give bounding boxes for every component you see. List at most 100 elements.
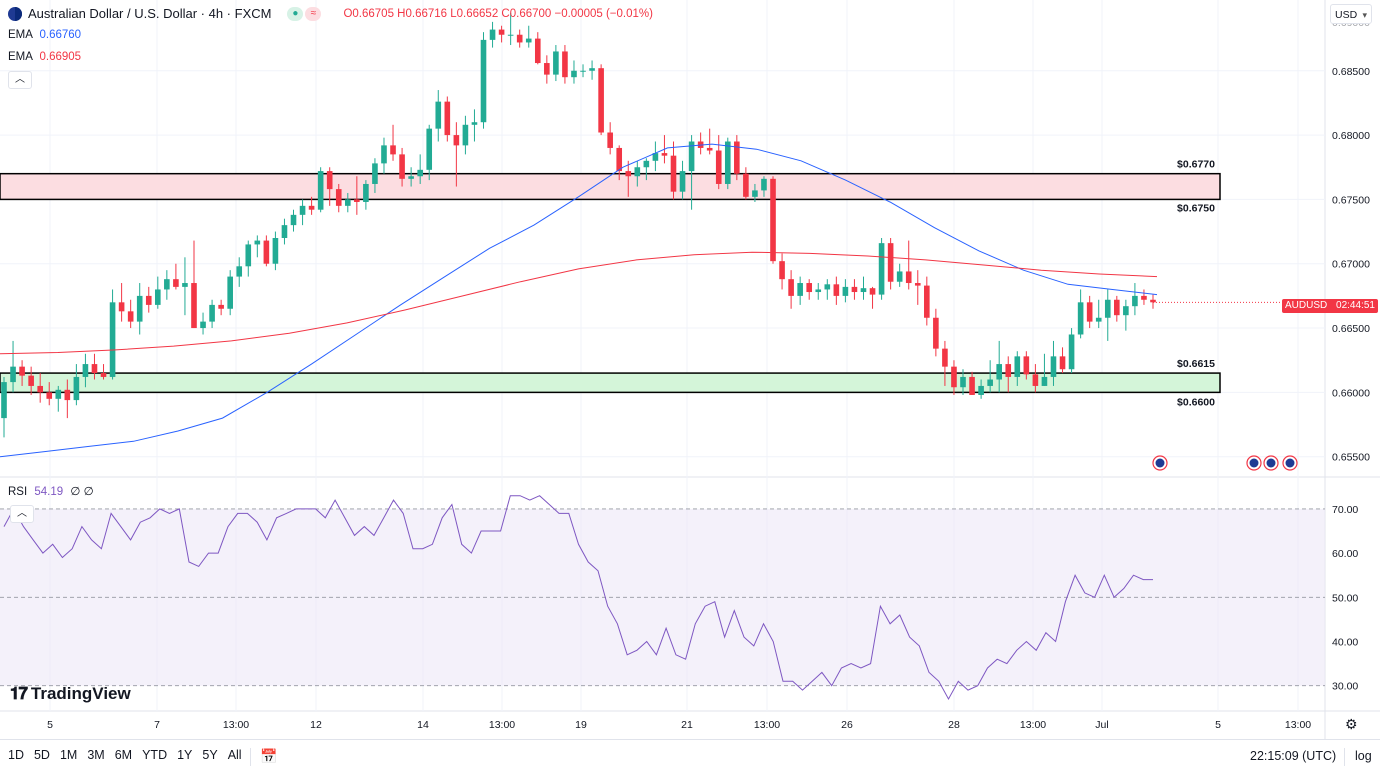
rsi-tick-label: 60.00 — [1332, 548, 1358, 560]
ohlc-readout: O0.66705 H0.66716 L0.66652 C0.66700 −0.0… — [343, 8, 653, 20]
candle-body — [390, 145, 396, 155]
range-1m[interactable]: 1M — [59, 748, 78, 762]
candle-body — [706, 147, 713, 151]
time-tick-label: 12 — [310, 719, 322, 731]
candle-body — [860, 288, 867, 293]
ema-slow-value: 0.66905 — [39, 51, 82, 63]
candle-body — [987, 379, 993, 386]
range-6m[interactable]: 6M — [114, 748, 133, 762]
time-tick-label: 7 — [154, 719, 160, 731]
zone-label-resistance-bottom: $0.6750 — [1177, 202, 1215, 214]
candle-body — [951, 366, 957, 388]
price-tick-label: 0.68000 — [1332, 130, 1370, 142]
candle-body — [1150, 299, 1156, 303]
candle-body — [435, 101, 442, 129]
range-1d[interactable]: 1D — [8, 748, 24, 762]
ema-fast-legend[interactable]: EMA 0.66760 — [8, 29, 81, 41]
candle-body — [688, 141, 695, 172]
candle-body — [743, 173, 749, 197]
range-3m[interactable]: 3M — [87, 748, 105, 762]
candle-body — [1068, 334, 1075, 370]
economic-event-flag-icon — [1249, 458, 1259, 468]
candle-body — [1041, 376, 1048, 386]
candle-body — [724, 141, 731, 184]
range-5y[interactable]: 5Y — [202, 748, 218, 762]
candle-body — [173, 279, 179, 287]
candle-body — [28, 375, 34, 386]
symbol-title[interactable]: Australian Dollar / U.S. Dollar · 4h · F… — [28, 6, 272, 21]
candle-body — [571, 70, 577, 78]
candle-body — [82, 364, 89, 377]
low-value: L0.66652 — [450, 7, 499, 20]
candle-body — [824, 284, 831, 290]
ema-slow-line — [0, 251, 1158, 355]
utc-clock[interactable]: 22:15:09 (UTC) — [1250, 749, 1337, 763]
candle-body — [643, 160, 650, 168]
aud-usd-flag-icon — [8, 6, 22, 21]
candle-body — [480, 39, 487, 123]
candle-body — [580, 70, 586, 72]
ema-slow-label: EMA — [8, 51, 33, 63]
candle-body — [806, 283, 813, 293]
range-1y[interactable]: 1Y — [177, 748, 193, 762]
range-all[interactable]: All — [227, 748, 242, 762]
candle-body — [996, 364, 1003, 380]
candle-body — [534, 38, 541, 64]
candle-body — [779, 261, 785, 280]
rsi-extra: ∅ ∅ — [70, 486, 94, 498]
candle-body — [670, 155, 677, 192]
candle-body — [788, 279, 794, 296]
rsi-legend[interactable]: RSI 54.19 ∅ ∅ — [8, 484, 94, 498]
candle-body — [914, 283, 921, 286]
status-pill[interactable]: ● ≈ — [287, 6, 322, 21]
candle-body — [770, 178, 776, 262]
candle-body — [652, 153, 659, 161]
candle-body — [833, 284, 840, 296]
candle-body — [978, 385, 984, 395]
candle-body — [661, 153, 668, 156]
candle-body — [209, 304, 215, 322]
range-ytd[interactable]: YTD — [142, 748, 168, 762]
rsi-tick-label: 70.00 — [1332, 504, 1358, 516]
tradingview-logo[interactable]: 𝟏𝟕 TradingView — [10, 684, 131, 704]
chart-header: Australian Dollar / U.S. Dollar · 4h · F… — [8, 6, 653, 21]
candle-body — [1023, 356, 1030, 375]
candle-body — [64, 389, 71, 401]
price-tick-label: 0.67500 — [1332, 194, 1370, 206]
change-value: −0.00005 (−0.01%) — [554, 7, 653, 20]
time-tick-label: 5 — [1215, 719, 1221, 731]
settings-gear-icon[interactable]: ⚙ — [1345, 716, 1358, 732]
candle-body — [399, 154, 405, 179]
candle-body — [516, 34, 523, 43]
candle-body — [1095, 317, 1102, 322]
price-tick-label: 0.67000 — [1332, 259, 1370, 271]
chevron-up-icon: ︿ — [17, 508, 27, 519]
economic-event-flag-icon — [1285, 458, 1295, 468]
candle-body — [363, 183, 369, 202]
time-tick-label: 28 — [948, 719, 960, 731]
candle-body — [969, 376, 975, 395]
collapse-legend-button[interactable]: ︿ — [8, 71, 32, 89]
candle-body — [281, 225, 288, 238]
ema-slow-legend[interactable]: EMA 0.66905 — [8, 51, 81, 63]
currency-select[interactable]: USD — [1330, 4, 1372, 25]
candle-body — [896, 271, 903, 282]
candle-body — [1132, 295, 1138, 307]
range-5d[interactable]: 5D — [33, 748, 50, 762]
candle-body — [616, 147, 623, 172]
calendar-icon[interactable]: 📅 — [260, 748, 278, 764]
collapse-rsi-button[interactable]: ︿ — [10, 505, 34, 523]
candle-body — [1077, 302, 1084, 335]
candle-body — [37, 385, 43, 393]
candle-body — [73, 376, 80, 401]
candle-body — [290, 214, 297, 226]
candle-body — [598, 68, 604, 133]
candle-body — [100, 373, 107, 377]
log-scale-toggle[interactable]: log — [1355, 749, 1372, 763]
rsi-label: RSI — [8, 486, 28, 498]
candle-body — [734, 141, 740, 174]
candle-body — [1014, 356, 1021, 377]
time-tick-label: 13:00 — [1020, 719, 1046, 731]
candle-body — [905, 271, 912, 284]
